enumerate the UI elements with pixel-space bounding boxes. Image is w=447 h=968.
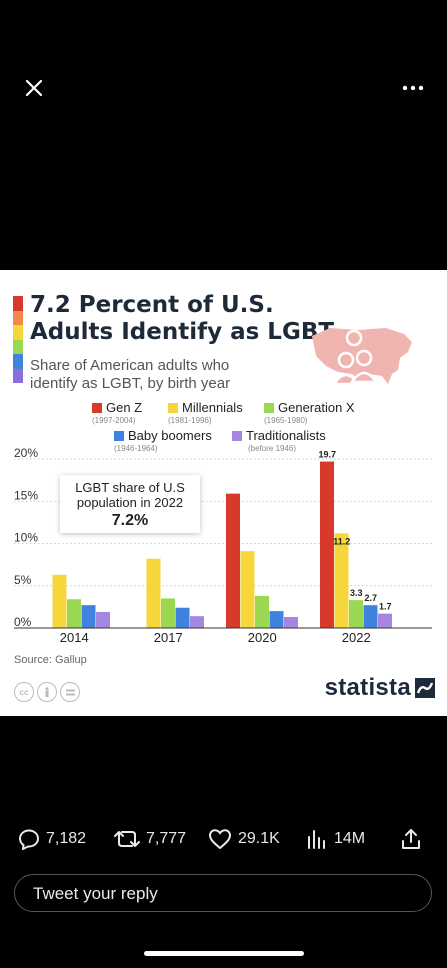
title-stripe-segment [13, 296, 23, 311]
y-tick-label: 20% [14, 446, 38, 460]
views-button[interactable]: 14M [306, 828, 365, 850]
y-tick-label: 15% [14, 488, 38, 502]
y-tick-label: 10% [14, 531, 38, 545]
data-label: 19.7 [318, 450, 336, 460]
title-stripe-segment [13, 368, 23, 383]
chart-subtitle: Share of American adults who identify as… [30, 357, 231, 392]
legend-swatch [92, 403, 102, 413]
reply-icon [18, 829, 40, 850]
legend-years: (before 1946) [248, 444, 297, 453]
bar [320, 461, 334, 628]
bar [269, 611, 284, 628]
legend-label: Gen Z [106, 400, 143, 415]
legend-label: Generation X [278, 400, 355, 415]
legend-years: (1997-2004) [92, 416, 136, 425]
bar [161, 598, 175, 628]
bar [255, 595, 269, 628]
views-count: 14M [334, 830, 366, 847]
more-icon [402, 85, 424, 91]
bar [175, 607, 190, 628]
data-label: 11.2 [333, 536, 350, 546]
y-tick-label: 5% [14, 573, 32, 587]
legend-years: (1946-1964) [114, 444, 158, 453]
y-tick-label: 0% [14, 615, 32, 629]
like-button[interactable]: 29.1K [208, 828, 280, 850]
retweet-count: 7,777 [146, 830, 187, 847]
legend-swatch [264, 403, 274, 413]
legend-label: Millennials [182, 400, 243, 415]
views-chart-icon [308, 830, 325, 849]
annotation-text: LGBT share of U.S population in 2022 [75, 480, 185, 510]
reply-button[interactable]: 7,182 [18, 828, 86, 850]
reply-count: 7,182 [46, 830, 87, 847]
bar [284, 617, 298, 628]
legend-swatch [114, 431, 124, 441]
heart-icon [208, 829, 232, 850]
brand-name: statista [324, 674, 411, 701]
x-tick-label: 2017 [154, 630, 183, 645]
annotation-value: 7.2% [111, 512, 149, 529]
data-label: 2.7 [364, 593, 377, 603]
retweet-icon [114, 831, 140, 847]
bar [363, 605, 378, 628]
bar [334, 533, 349, 628]
cc-icon: cc [14, 682, 34, 702]
retweet-button[interactable]: 7,777 [114, 828, 186, 850]
bar [146, 558, 161, 628]
bar [190, 616, 204, 628]
legend-label: Traditionalists [246, 428, 326, 443]
title-stripe-segment [13, 354, 23, 369]
more-options-button[interactable] [395, 70, 431, 106]
statista-logo: statista [325, 674, 435, 702]
data-label: 1.7 [379, 602, 392, 612]
reply-input[interactable] [31, 883, 415, 905]
source-text: Source: Gallup [14, 654, 87, 666]
attribution-icon [37, 682, 57, 702]
bar [52, 574, 67, 628]
tweet-action-bar: 7,182 7,777 29.1K 14M [0, 820, 447, 860]
close-icon [25, 79, 43, 97]
bar [349, 600, 363, 628]
legend-swatch [168, 403, 178, 413]
infographic-image[interactable]: 7.2 Percent of U.S. Adults Identify as L… [0, 270, 447, 716]
legend-years: (1965-1980) [264, 416, 308, 425]
legend-label: Baby boomers [128, 428, 212, 443]
legend-years: (1981-1996) [168, 416, 212, 425]
x-tick-label: 2014 [60, 630, 89, 645]
home-indicator[interactable] [144, 951, 304, 956]
share-icon [402, 829, 420, 849]
chart-title: 7.2 Percent of U.S. Adults Identify as L… [30, 292, 335, 345]
like-count: 29.1K [238, 830, 280, 847]
reply-box[interactable] [14, 874, 432, 912]
x-tick-label: 2020 [248, 630, 277, 645]
title-stripe-segment [13, 310, 23, 325]
data-label: 3.3 [350, 588, 363, 598]
title-stripe-segment [13, 339, 23, 354]
us-map-people-icon [312, 328, 412, 386]
bar [240, 551, 255, 628]
bar-chart: 0% 5% 10% 15% 20% 2014 2017 2020 2022 19.7 11.2 3.3… [14, 446, 432, 645]
share-button[interactable] [400, 828, 422, 850]
legend-swatch [232, 431, 242, 441]
bar [81, 605, 96, 628]
annotation-box: LGBT share of U.S population in 2022 7.2… [60, 475, 200, 533]
close-button[interactable] [16, 70, 52, 106]
bar [378, 613, 392, 628]
statista-mark-icon [415, 678, 435, 698]
bar [67, 599, 81, 628]
x-tick-label: 2022 [342, 630, 371, 645]
bar [226, 493, 240, 628]
bar [96, 611, 110, 628]
no-derivatives-icon [60, 682, 80, 702]
creative-commons-icons: cc [14, 682, 80, 702]
title-stripe-segment [13, 325, 23, 340]
